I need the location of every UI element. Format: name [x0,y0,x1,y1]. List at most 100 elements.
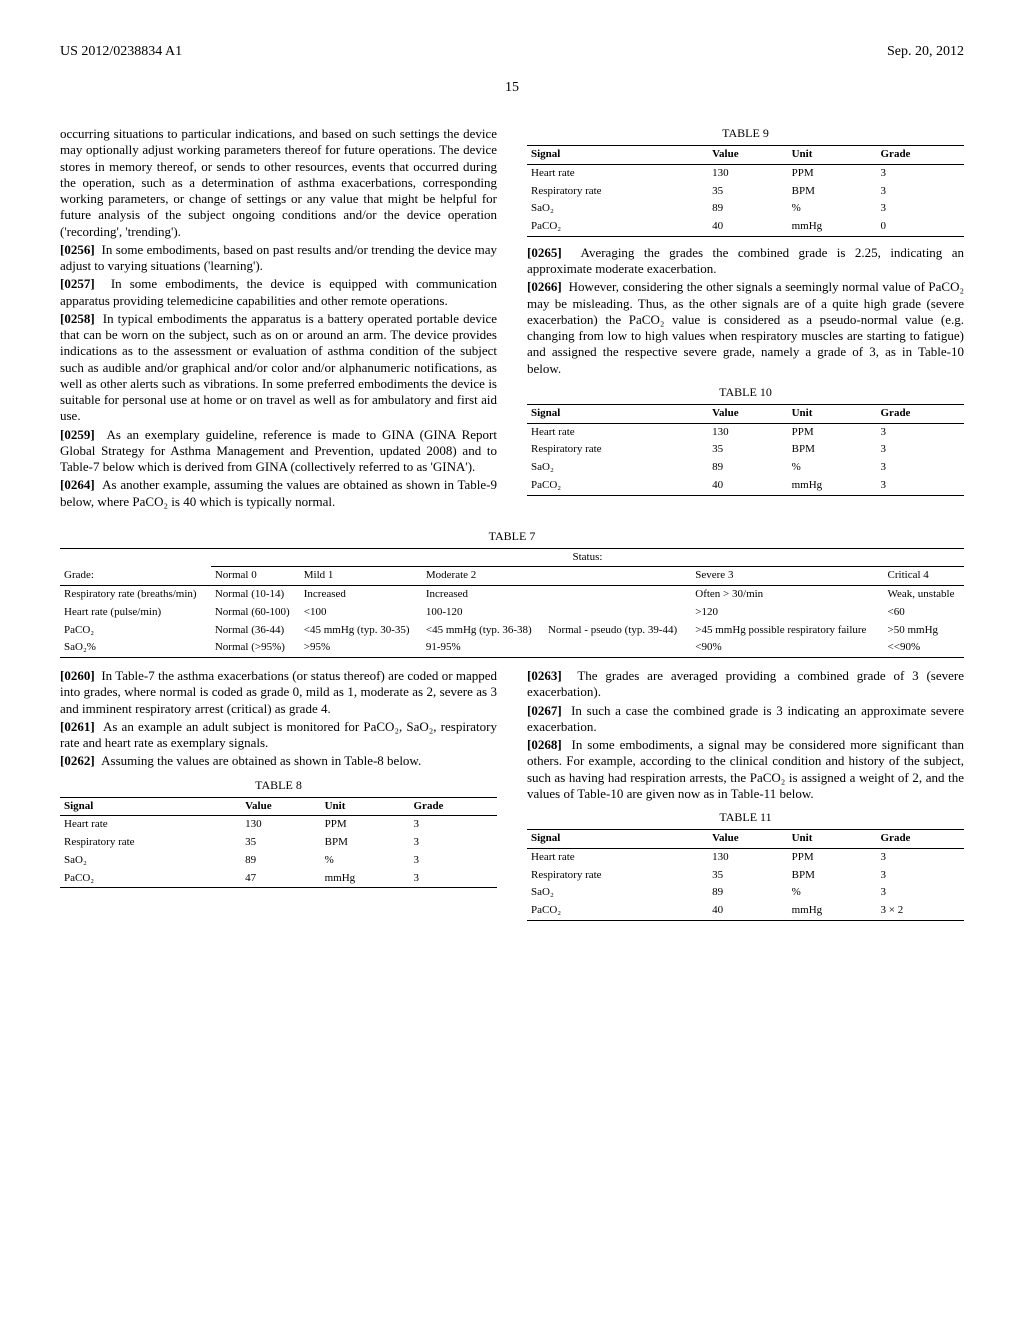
patent-page: US 2012/0238834 A1 Sep. 20, 2012 15 occu… [0,0,1024,1320]
table-row: PaCO₂40mmHg3 [527,477,964,495]
td: Heart rate (pulse/min) [60,604,211,622]
td: Heart rate [527,164,708,182]
intro-para: occurring situations to particular indic… [60,126,497,240]
td: PPM [788,164,877,182]
th: Signal [60,797,241,816]
para-text: As another example, assuming the values … [60,477,497,508]
para-text: As an exemplary guideline, reference is … [60,427,497,475]
td: BPM [788,441,877,459]
para-num: [0266] [527,279,562,294]
table10-caption: TABLE 10 [527,385,964,400]
col: Moderate 2 [422,567,691,586]
td: >120 [691,604,883,622]
table-row: SaO₂89%3 [527,884,964,902]
td: <45 mmHg (typ. 30-35) [300,622,422,640]
td: 89 [241,852,321,870]
td: Increased [300,586,422,604]
th: Grade [877,146,965,165]
para-0264: [0264] As another example, assuming the … [60,477,497,510]
table-row: PaCO₂ Normal (36-44) <45 mmHg (typ. 30-3… [60,622,964,640]
table-row: SaO₂89%3 [60,852,497,870]
td: <60 [884,604,964,622]
td: 3 [877,848,965,866]
td: SaO₂ [60,852,241,870]
col: Critical 4 [884,567,964,586]
td: Heart rate [60,816,241,834]
td: Normal (>95%) [211,639,300,657]
th: Grade [410,797,498,816]
table8: Signal Value Unit Grade Heart rate130PPM… [60,797,497,889]
table-row: Respiratory rate35BPM3 [527,441,964,459]
status-header: Status: [211,548,964,567]
td: SaO₂ [527,200,708,218]
td: % [788,459,877,477]
td: 3 [410,852,498,870]
table-row: Heart rate130PPM3 [527,848,964,866]
para-num: [0263] [527,668,562,683]
th: Unit [788,404,877,423]
td: BPM [788,183,877,201]
para-0262: [0262] Assuming the values are obtained … [60,753,497,769]
td: Often > 30/min [691,586,883,604]
para-text: In such a case the combined grade is 3 i… [527,703,964,734]
td: PPM [788,423,877,441]
col: Mild 1 [300,567,422,586]
table-row: SaO₂% Normal (>95%) >95% 91-95% <90% <<9… [60,639,964,657]
td: 3 [877,423,965,441]
para-num: [0259] [60,427,95,442]
td: 35 [708,183,788,201]
para-text: Assuming the values are obtained as show… [101,753,421,768]
td: SaO₂ [527,459,708,477]
para-num: [0267] [527,703,562,718]
td: PaCO₂ [527,218,708,236]
para-num: [0256] [60,242,95,257]
para-num: [0261] [60,719,95,734]
td: 3 [877,477,965,495]
para-num: [0257] [60,276,95,291]
table-row: Respiratory rate35BPM3 [60,834,497,852]
para-text: In typical embodiments the apparatus is … [60,311,497,424]
th: Value [708,830,788,849]
para-text: In some embodiments, a signal may be con… [527,737,964,801]
td: 40 [708,218,788,236]
td: SaO₂ [527,884,708,902]
th: Grade [877,830,965,849]
td: >95% [300,639,422,657]
grade-header: Grade: [60,567,211,586]
td: 3 [410,834,498,852]
table7: Status: Grade: Normal 0 Mild 1 Moderate … [60,548,964,659]
td: 100-120 [422,604,691,622]
table-row: Respiratory rate (breaths/min) Normal (1… [60,586,964,604]
para-0257: [0257] In some embodiments, the device i… [60,276,497,309]
td: mmHg [788,902,877,920]
para-0267: [0267] In such a case the combined grade… [527,703,964,736]
table-row: Heart rate (pulse/min) Normal (60-100) <… [60,604,964,622]
para-text: Averaging the grades the combined grade … [527,245,964,276]
td: SaO₂% [60,639,211,657]
td: >45 mmHg possible respiratory failure [691,622,883,640]
para-num: [0264] [60,477,95,492]
td: 40 [708,477,788,495]
td: 0 [877,218,965,236]
para-num: [0258] [60,311,95,326]
table-row: Respiratory rate35BPM3 [527,867,964,885]
td: Respiratory rate [527,867,708,885]
table11-caption: TABLE 11 [527,810,964,825]
para-0265: [0265] Averaging the grades the combined… [527,245,964,278]
td: 47 [241,870,321,888]
td: 3 [410,816,498,834]
td: 3 × 2 [877,902,965,920]
table-row: SaO₂89%3 [527,459,964,477]
td: mmHg [788,477,877,495]
para-0266: [0266] However, considering the other si… [527,279,964,377]
para-text: In some embodiments, based on past resul… [60,242,497,273]
para-0256: [0256] In some embodiments, based on pas… [60,242,497,275]
th: Unit [788,830,877,849]
para-0261: [0261] As an example an adult subject is… [60,719,497,752]
td: Normal (60-100) [211,604,300,622]
table9: Signal Value Unit Grade Heart rate130PPM… [527,145,964,237]
para-0258: [0258] In typical embodiments the appara… [60,311,497,425]
td: PPM [788,848,877,866]
table-row: Respiratory rate35BPM3 [527,183,964,201]
td: 40 [708,902,788,920]
